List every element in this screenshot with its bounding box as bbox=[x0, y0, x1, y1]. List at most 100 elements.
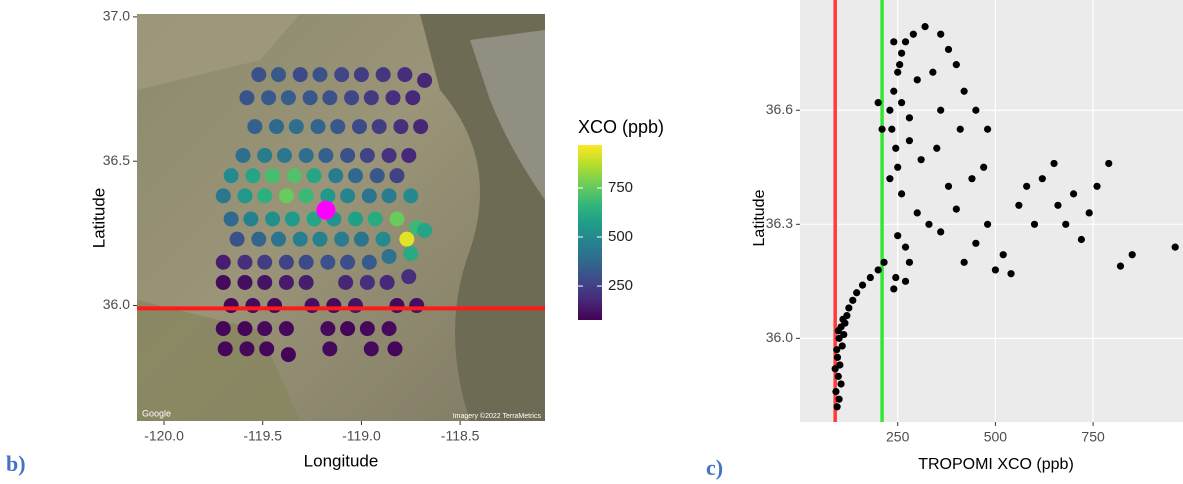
data-point bbox=[836, 361, 843, 368]
y-tick-label: 36.3 bbox=[766, 215, 793, 231]
data-point bbox=[992, 266, 999, 273]
data-point bbox=[285, 211, 300, 226]
data-point bbox=[338, 275, 353, 290]
data-point bbox=[1078, 236, 1085, 243]
data-point bbox=[875, 266, 882, 273]
data-point bbox=[261, 90, 276, 105]
panel-label: c) bbox=[706, 455, 723, 480]
data-point bbox=[898, 99, 905, 106]
data-point bbox=[1023, 183, 1030, 190]
y-tick-label: 37.0 bbox=[103, 8, 130, 24]
data-point bbox=[845, 304, 852, 311]
colorbar bbox=[578, 145, 602, 320]
data-point bbox=[1172, 244, 1179, 251]
data-point bbox=[1129, 251, 1136, 258]
data-point bbox=[237, 255, 252, 270]
data-point bbox=[380, 275, 395, 290]
data-point bbox=[937, 107, 944, 114]
x-tick-label: 250 bbox=[886, 429, 910, 445]
data-point bbox=[961, 259, 968, 266]
data-point bbox=[403, 188, 418, 203]
data-point bbox=[299, 275, 314, 290]
data-point bbox=[890, 285, 897, 292]
data-point bbox=[269, 119, 284, 134]
data-point bbox=[834, 403, 841, 410]
data-point bbox=[322, 341, 337, 356]
credit: Imagery ©2022 TerraMetrics bbox=[453, 412, 542, 420]
data-point bbox=[386, 90, 401, 105]
data-point bbox=[340, 188, 355, 203]
data-point bbox=[875, 99, 882, 106]
data-point bbox=[890, 88, 897, 95]
data-point bbox=[937, 228, 944, 235]
data-point bbox=[362, 188, 377, 203]
data-point bbox=[368, 211, 383, 226]
data-point bbox=[902, 38, 909, 45]
data-point bbox=[890, 38, 897, 45]
colorbar-label: 500 bbox=[608, 228, 633, 245]
data-point bbox=[362, 255, 377, 270]
data-point bbox=[1070, 190, 1077, 197]
data-point bbox=[348, 298, 363, 313]
colorbar-label: 250 bbox=[608, 277, 633, 294]
data-point bbox=[340, 321, 355, 336]
data-point bbox=[914, 76, 921, 83]
data-point bbox=[914, 209, 921, 216]
data-point bbox=[279, 188, 294, 203]
data-point bbox=[360, 321, 375, 336]
data-point bbox=[320, 321, 335, 336]
data-point bbox=[224, 211, 239, 226]
data-point bbox=[277, 148, 292, 163]
data-point bbox=[945, 183, 952, 190]
data-point bbox=[1117, 263, 1124, 270]
data-point bbox=[832, 388, 839, 395]
data-point bbox=[287, 168, 302, 183]
data-point bbox=[267, 298, 282, 313]
data-point bbox=[1050, 160, 1057, 167]
data-point bbox=[230, 232, 245, 247]
data-point bbox=[279, 321, 294, 336]
data-point bbox=[413, 119, 428, 134]
data-point bbox=[265, 211, 280, 226]
data-point bbox=[892, 274, 899, 281]
x-axis-title: TROPOMI XCO (ppb) bbox=[918, 456, 1074, 473]
figure: Latitude Longitude XCO (ppb) b) Google I… bbox=[0, 0, 1183, 484]
data-point bbox=[1054, 202, 1061, 209]
data-point bbox=[257, 255, 272, 270]
x-tick-label: -118.5 bbox=[441, 428, 480, 444]
data-point bbox=[867, 274, 874, 281]
data-point bbox=[344, 90, 359, 105]
data-point bbox=[360, 148, 375, 163]
data-point bbox=[334, 67, 349, 82]
data-point bbox=[1000, 251, 1007, 258]
data-point bbox=[245, 298, 260, 313]
data-point bbox=[843, 312, 850, 319]
data-point bbox=[340, 255, 355, 270]
data-point bbox=[888, 126, 895, 133]
data-point bbox=[906, 114, 913, 121]
x-tick-label: -119.5 bbox=[243, 428, 282, 444]
data-point bbox=[1086, 209, 1093, 216]
data-point bbox=[835, 396, 842, 403]
data-point bbox=[953, 205, 960, 212]
data-point bbox=[251, 67, 266, 82]
data-point bbox=[906, 259, 913, 266]
data-point bbox=[251, 232, 266, 247]
data-point bbox=[910, 31, 917, 38]
data-point bbox=[972, 240, 979, 247]
data-point bbox=[360, 275, 375, 290]
data-point bbox=[399, 232, 414, 247]
data-point bbox=[409, 298, 424, 313]
data-point bbox=[311, 119, 326, 134]
data-point bbox=[1031, 221, 1038, 228]
data-point bbox=[1007, 270, 1014, 277]
data-point bbox=[340, 148, 355, 163]
plot-panel bbox=[800, 0, 1183, 422]
data-point bbox=[299, 255, 314, 270]
data-point bbox=[216, 188, 231, 203]
data-point bbox=[348, 211, 363, 226]
data-point bbox=[984, 221, 991, 228]
data-point bbox=[834, 354, 841, 361]
data-point bbox=[352, 119, 367, 134]
data-point bbox=[393, 119, 408, 134]
